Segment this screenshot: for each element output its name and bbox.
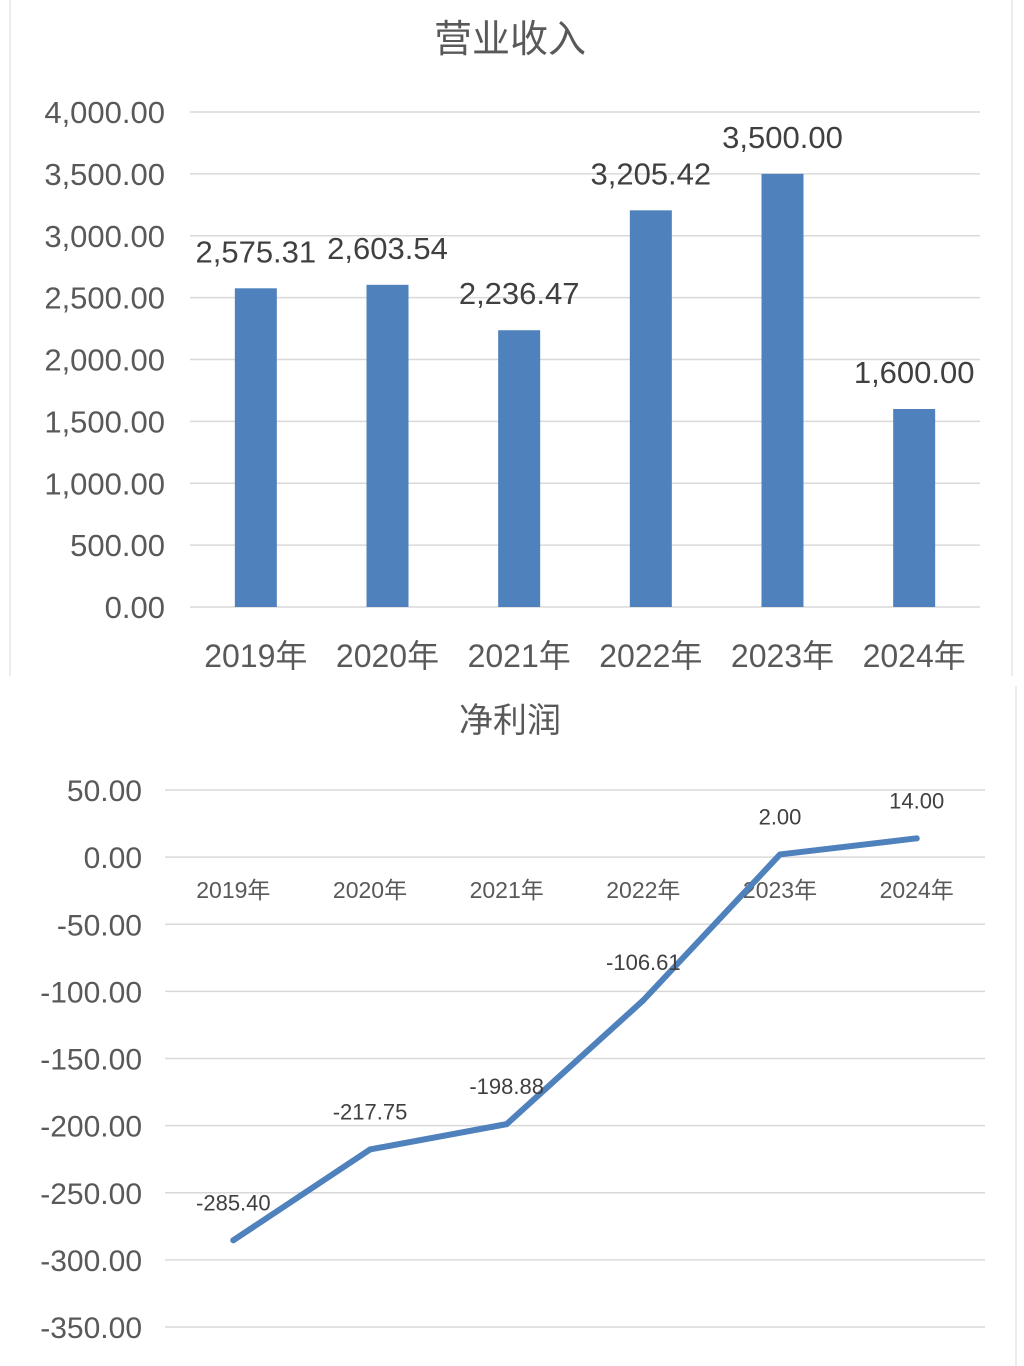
revenue-y-tick-label: 2,000.00: [44, 343, 165, 378]
revenue-chart-title: 营业收入: [434, 17, 586, 61]
revenue-x-tick-label: 2024年: [863, 638, 966, 674]
net-profit-y-tick-label: 50.00: [67, 775, 142, 808]
revenue-bar-chart: 营业收入 0.00 500.00 1,000.00 1,500.00 2,000.00 2…: [44, 17, 980, 674]
net-profit-x-tick-label: 2022年: [606, 877, 680, 903]
net-profit-data-labels: -285.40 -217.75 -198.88 -106.61 2.00 14.00: [196, 788, 944, 1215]
revenue-data-label: 1,600.00: [854, 355, 975, 390]
revenue-y-tick-label: 4,000.00: [44, 95, 165, 130]
revenue-y-tick-label: 2,500.00: [44, 281, 165, 316]
net-profit-point: [230, 1237, 237, 1244]
net-profit-data-label: -217.75: [333, 1099, 408, 1124]
revenue-bar: [629, 210, 672, 607]
revenue-data-label: 3,500.00: [722, 120, 843, 155]
revenue-data-label: 3,205.42: [590, 156, 711, 191]
net-profit-x-tick-label: 2020年: [333, 877, 407, 903]
revenue-y-tick-label: 1,500.00: [44, 404, 165, 439]
net-profit-y-tick-label: -100.00: [40, 976, 142, 1009]
revenue-x-tick-label: 2023年: [731, 638, 834, 674]
revenue-y-tick-label: 3,000.00: [44, 219, 165, 254]
net-profit-x-tick-label: 2021年: [470, 877, 544, 903]
net-profit-x-tick-label: 2019年: [196, 877, 270, 903]
net-profit-point: [913, 835, 920, 842]
revenue-bar: [498, 330, 541, 607]
net-profit-y-tick-label: -150.00: [40, 1044, 142, 1077]
revenue-y-tick-label: 0.00: [105, 590, 165, 625]
revenue-data-label: 2,236.47: [459, 276, 580, 311]
net-profit-y-axis: -350.00 -300.00 -250.00 -200.00 -150.00 -100.…: [40, 775, 142, 1345]
net-profit-data-label: -285.40: [196, 1190, 271, 1215]
net-profit-y-tick-label: -350.00: [40, 1312, 142, 1345]
revenue-bar: [234, 288, 277, 607]
net-profit-y-tick-label: 0.00: [84, 842, 142, 875]
net-profit-data-label: -198.88: [469, 1074, 544, 1099]
revenue-x-tick-label: 2020年: [336, 638, 439, 674]
net-profit-data-label: 2.00: [759, 804, 802, 829]
revenue-gridlines: [190, 111, 980, 608]
revenue-y-tick-label: 500.00: [70, 528, 165, 563]
revenue-y-tick-label: 3,500.00: [44, 157, 165, 192]
net-profit-x-tick-label: 2024年: [880, 877, 954, 903]
revenue-data-label: 2,603.54: [327, 231, 448, 266]
revenue-bar: [893, 409, 936, 607]
revenue-x-axis: 2019年 2020年 2021年 2022年 2023年 2024年: [204, 638, 966, 674]
net-profit-data-label: 14.00: [889, 788, 944, 813]
net-profit-y-tick-label: -50.00: [57, 909, 142, 942]
net-profit-y-tick-label: -250.00: [40, 1178, 142, 1211]
revenue-x-tick-label: 2021年: [468, 638, 571, 674]
net-profit-line-chart: 净利润 -350.00-300.00-250.00-200.00-150.00-…: [40, 701, 985, 1345]
net-profit-x-axis: 2019年 2020年 2021年 2022年 2023年 2024年: [196, 877, 954, 903]
net-profit-point: [503, 1121, 510, 1128]
revenue-y-axis: 0.00 500.00 1,000.00 1,500.00 2,000.00 2,500.…: [44, 95, 165, 625]
revenue-x-tick-label: 2022年: [599, 638, 702, 674]
net-profit-point: [640, 997, 647, 1004]
net-profit-line: [230, 835, 920, 1244]
revenue-bar: [761, 173, 804, 607]
net-profit-point: [367, 1146, 373, 1153]
net-profit-data-label: -106.61: [606, 950, 681, 975]
net-profit-series: [230, 835, 920, 1244]
net-profit-point: [777, 851, 783, 858]
revenue-y-tick-label: 1,000.00: [44, 466, 165, 501]
revenue-data-labels: 2,575.31 2,603.54 2,236.47 3,205.42 3,500.00…: [195, 120, 974, 390]
revenue-x-tick-label: 2019年: [204, 638, 307, 674]
revenue-bar: [366, 284, 409, 607]
net-profit-chart-title: 净利润: [459, 701, 561, 741]
revenue-data-label: 2,575.31: [195, 234, 316, 269]
net-profit-y-tick-label: -300.00: [40, 1245, 142, 1278]
net-profit-y-tick-label: -200.00: [40, 1111, 142, 1144]
revenue-bars: [234, 173, 936, 607]
